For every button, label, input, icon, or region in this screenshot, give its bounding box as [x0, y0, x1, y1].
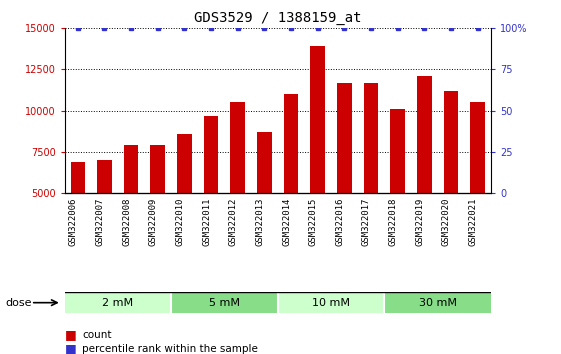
Bar	[177, 135, 192, 193]
Text: 5 mM: 5 mM	[209, 298, 240, 308]
Text: GSM322016: GSM322016	[335, 198, 344, 246]
Bar	[417, 76, 431, 193]
Bar	[257, 132, 272, 193]
Text: dose: dose	[6, 298, 32, 308]
Text: GSM322014: GSM322014	[282, 198, 291, 246]
Bar	[171, 292, 278, 313]
Text: GSM322007: GSM322007	[95, 198, 104, 246]
Text: GSM322020: GSM322020	[442, 198, 451, 246]
Bar	[278, 292, 384, 313]
Bar	[231, 102, 245, 193]
Bar	[284, 94, 298, 193]
Bar	[65, 292, 171, 313]
Text: GSM322021: GSM322021	[468, 198, 477, 246]
Bar	[364, 84, 378, 193]
Bar	[310, 46, 325, 193]
Bar	[150, 145, 165, 193]
Text: percentile rank within the sample: percentile rank within the sample	[82, 344, 259, 354]
Text: GSM322015: GSM322015	[309, 198, 318, 246]
Text: GSM322006: GSM322006	[69, 198, 78, 246]
Text: ■: ■	[65, 328, 76, 341]
Text: 2 mM: 2 mM	[102, 298, 134, 308]
Text: ■: ■	[65, 342, 76, 354]
Text: 10 mM: 10 mM	[312, 298, 350, 308]
Bar	[444, 91, 458, 193]
Bar	[71, 162, 85, 193]
Bar	[390, 109, 405, 193]
Text: GSM322013: GSM322013	[255, 198, 264, 246]
Bar	[337, 82, 352, 193]
Bar	[384, 292, 491, 313]
Text: GSM322010: GSM322010	[176, 198, 185, 246]
Text: GSM322017: GSM322017	[362, 198, 371, 246]
Text: GSM322009: GSM322009	[149, 198, 158, 246]
Text: 30 mM: 30 mM	[419, 298, 457, 308]
Text: GSM322012: GSM322012	[229, 198, 238, 246]
Text: GSM322019: GSM322019	[415, 198, 424, 246]
Text: GDS3529 / 1388159_at: GDS3529 / 1388159_at	[194, 11, 361, 25]
Text: GSM322011: GSM322011	[202, 198, 211, 246]
Text: count: count	[82, 330, 112, 339]
Bar	[470, 102, 485, 193]
Bar	[204, 115, 218, 193]
Bar	[124, 145, 139, 193]
Text: GSM322018: GSM322018	[389, 198, 398, 246]
Text: GSM322008: GSM322008	[122, 198, 131, 246]
Bar	[97, 160, 112, 193]
